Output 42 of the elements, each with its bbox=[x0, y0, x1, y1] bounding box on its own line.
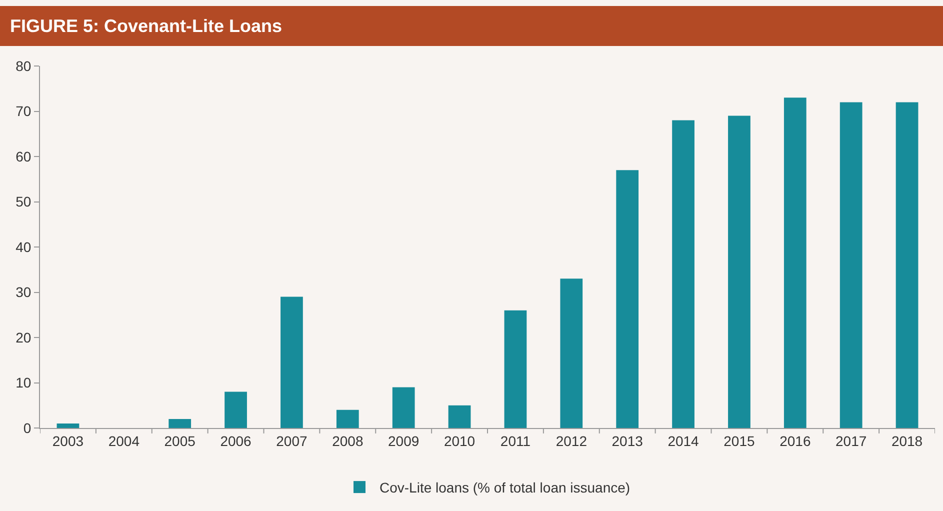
y-tick-label: 60 bbox=[16, 148, 32, 164]
y-tick-label: 80 bbox=[16, 58, 32, 74]
bar bbox=[504, 310, 527, 428]
bar bbox=[672, 120, 694, 428]
x-tick-label: 2013 bbox=[612, 432, 644, 449]
y-tick-label: 10 bbox=[16, 374, 32, 391]
x-tick-label: 2011 bbox=[500, 432, 531, 449]
chart-title: FIGURE 5: Covenant-Lite Loans bbox=[0, 6, 943, 46]
bar bbox=[728, 116, 750, 428]
bar bbox=[336, 410, 359, 428]
x-tick-label: 2012 bbox=[556, 432, 588, 449]
x-tick-label: 2006 bbox=[220, 432, 252, 449]
y-tick-label: 0 bbox=[23, 420, 32, 436]
x-tick-label: 2008 bbox=[332, 432, 364, 449]
x-tick-label: 2016 bbox=[780, 432, 811, 449]
x-tick-label: 2017 bbox=[836, 432, 867, 449]
x-tick-label: 2010 bbox=[444, 432, 476, 449]
bar bbox=[280, 296, 303, 428]
bar bbox=[560, 278, 583, 428]
x-tick-label: 2015 bbox=[724, 432, 755, 449]
bar bbox=[392, 387, 415, 428]
x-tick-label: 2007 bbox=[276, 432, 308, 449]
bar bbox=[56, 423, 80, 428]
x-tick-label: 2003 bbox=[52, 432, 84, 449]
y-tick-label: 30 bbox=[16, 284, 32, 300]
y-tick-label: 20 bbox=[16, 329, 32, 346]
y-tick-label: 70 bbox=[16, 103, 32, 120]
bar bbox=[224, 392, 247, 428]
x-tick-label: 2014 bbox=[668, 432, 700, 449]
x-tick-label: 2004 bbox=[108, 432, 140, 449]
x-tick-label: 2005 bbox=[164, 432, 196, 449]
bar bbox=[168, 418, 192, 428]
legend-label: Cov-Lite loans (% of total loan issuance) bbox=[380, 480, 630, 496]
bar bbox=[896, 102, 918, 428]
bar bbox=[448, 405, 471, 428]
bar bbox=[784, 98, 806, 428]
bar bbox=[616, 170, 639, 428]
bar bbox=[840, 102, 862, 428]
y-tick-label: 50 bbox=[16, 194, 32, 210]
x-tick-label: 2018 bbox=[891, 432, 923, 449]
y-tick-label: 40 bbox=[16, 238, 32, 255]
x-tick-label: 2009 bbox=[388, 432, 420, 449]
